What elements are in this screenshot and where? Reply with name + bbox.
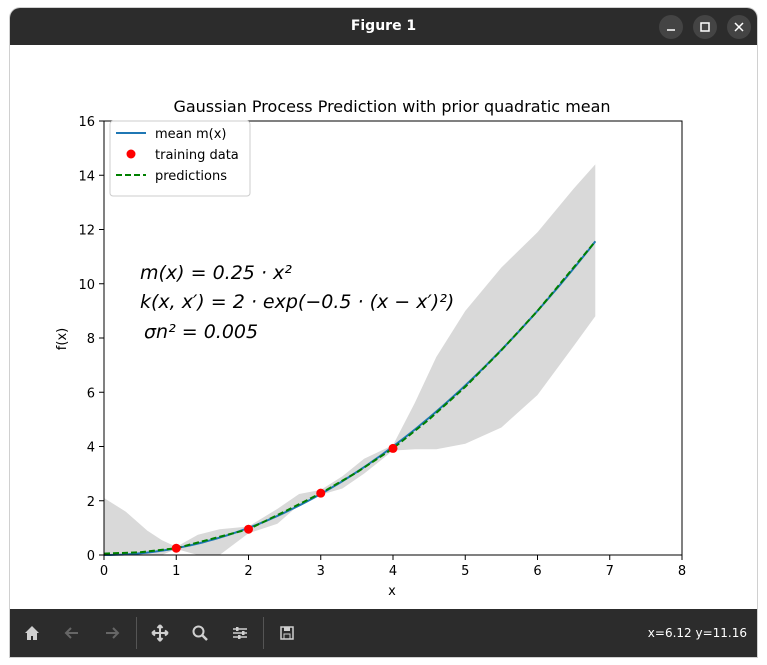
training-point <box>171 543 181 553</box>
x-tick-label: 1 <box>172 564 180 579</box>
confidence-band <box>104 164 596 555</box>
close-icon[interactable] <box>727 15 751 39</box>
figure-canvas[interactable]: Gaussian Process Prediction with prior q… <box>10 45 757 609</box>
chart-title: Gaussian Process Prediction with prior q… <box>173 97 610 116</box>
forward-icon[interactable] <box>100 621 124 645</box>
legend-training-label: training data <box>155 148 239 163</box>
maximize-icon[interactable] <box>693 15 717 39</box>
chart: Gaussian Process Prediction with prior q… <box>55 97 686 599</box>
x-axis-label: x <box>388 584 396 599</box>
y-tick-label: 0 <box>87 549 95 564</box>
annotation-noise: σn² = 0.005 <box>144 321 258 343</box>
annotation-mean: m(x) = 0.25 · x² <box>140 262 292 284</box>
save-icon[interactable] <box>275 621 299 645</box>
home-icon[interactable] <box>20 621 44 645</box>
confidence-band-layer <box>104 164 596 555</box>
y-axis-label: f(x) <box>55 328 70 350</box>
y-tick-label: 4 <box>87 441 95 456</box>
x-tick-label: 0 <box>100 564 108 579</box>
title-bar: Figure 1 <box>10 8 757 45</box>
y-tick-label: 8 <box>87 332 95 347</box>
legend: mean m(x) training data predictions <box>109 120 251 197</box>
x-tick-label: 8 <box>678 564 686 579</box>
legend-training-swatch <box>126 149 136 159</box>
back-icon[interactable] <box>60 621 84 645</box>
toolbar-separator <box>136 617 137 649</box>
line-layer <box>103 240 597 556</box>
training-point <box>388 443 398 453</box>
x-tick-label: 7 <box>606 564 614 579</box>
legend-box <box>109 120 251 197</box>
cursor-coordinates: x=6.12 y=11.16 <box>647 626 747 640</box>
y-tick-label: 10 <box>78 278 95 293</box>
pan-icon[interactable] <box>148 621 172 645</box>
minimize-icon[interactable] <box>659 15 683 39</box>
x-tick-label: 3 <box>317 564 325 579</box>
zoom-icon[interactable] <box>188 621 212 645</box>
predictions-curve <box>103 240 597 555</box>
training-point <box>316 488 326 498</box>
y-tick-label: 6 <box>87 386 95 401</box>
y-tick-label: 2 <box>87 495 95 510</box>
annotation-kernel: k(x, x′) = 2 · exp(−0.5 · (x − x′)²) <box>140 291 454 313</box>
configure-icon[interactable] <box>228 621 252 645</box>
x-tick-label: 6 <box>533 564 541 579</box>
legend-mean-label: mean m(x) <box>155 127 227 142</box>
x-tick-label: 4 <box>389 564 397 579</box>
navigation-toolbar: x=6.12 y=11.16 <box>10 609 757 657</box>
window-title: Figure 1 <box>350 18 417 34</box>
legend-predictions-label: predictions <box>155 169 227 184</box>
y-tick-label: 12 <box>78 224 95 239</box>
y-tick-label: 14 <box>78 169 95 184</box>
training-point <box>244 524 253 534</box>
x-tick-label: 2 <box>244 564 252 579</box>
y-tick-label: 16 <box>78 115 95 130</box>
equation-annotations: m(x) = 0.25 · x² k(x, x′) = 2 · exp(−0.5… <box>140 262 454 343</box>
x-tick-label: 5 <box>461 564 469 579</box>
figure-window: Figure 1 Gaussian Process Prediction wit… <box>10 8 757 657</box>
point-layer <box>171 443 398 553</box>
toolbar-separator <box>263 617 264 649</box>
